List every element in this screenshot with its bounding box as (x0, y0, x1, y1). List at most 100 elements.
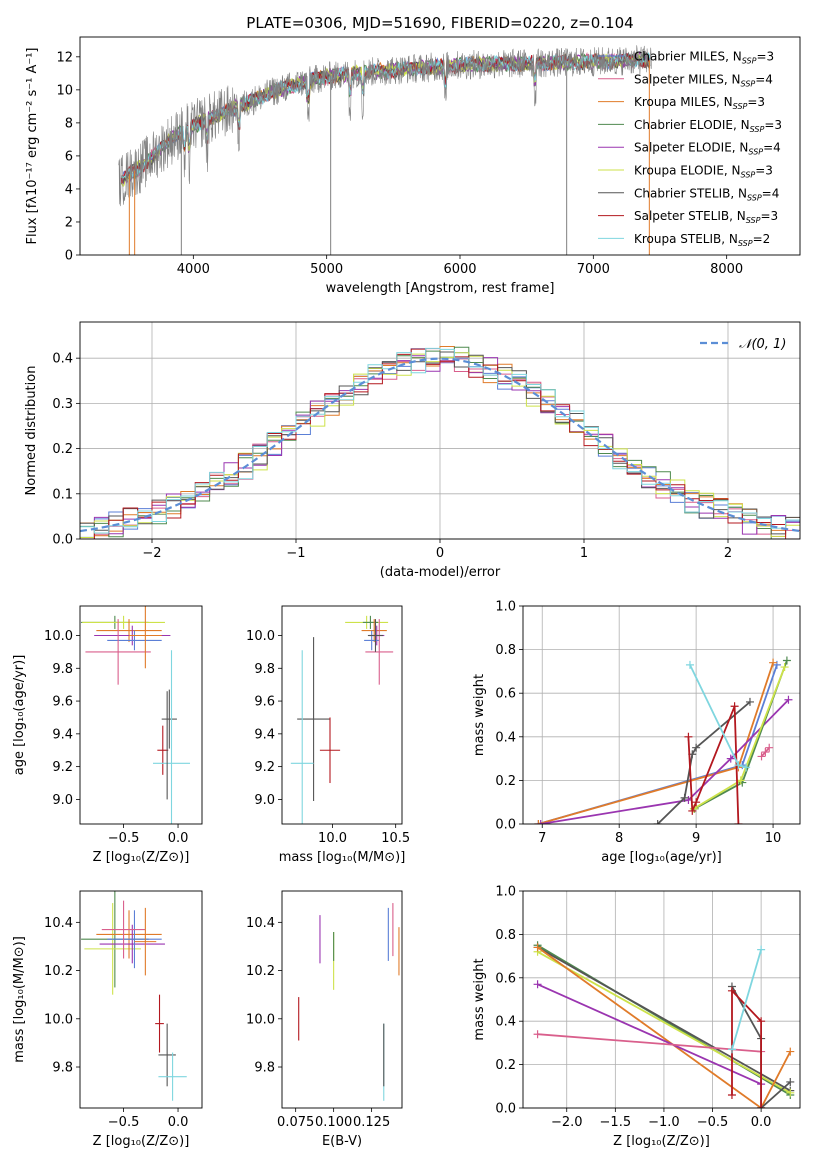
x-tick-label: 0 (436, 546, 444, 561)
y-tick-label: 9.8 (52, 662, 73, 677)
weight-marker (772, 660, 781, 669)
x-tick-label: 7 (538, 831, 546, 846)
chart-mass_vs_Z: −0.5 0.0 9.8 10.0 10.2 10.4 Z [log₁₀(Z/Z⊙)] mas… (12, 890, 203, 1149)
x-tick-label: −1.0 (648, 1115, 680, 1130)
y-tick-label: 9.8 (52, 1061, 73, 1076)
x-axis-label: (data-model)/error (380, 565, 501, 580)
y-tick-label: 0.6 (495, 687, 516, 702)
plot-area (81, 606, 191, 824)
axes-frame (522, 605, 801, 825)
y-axis-label: Flux [fλ10⁻¹⁷ erg cm⁻² s⁻¹ A⁻¹] (25, 48, 40, 245)
y-axis-label: age [log₁₀(age/yr)] (12, 655, 27, 776)
weight-marker (745, 697, 754, 706)
x-tick-label: 0.100 (315, 1115, 352, 1130)
weight-marker (692, 798, 701, 807)
x-axis-label: E(B-V) (322, 1134, 362, 1149)
legend-label: Salpeter STELIB, NSSP=3 (634, 209, 778, 225)
weight-marker (786, 1088, 795, 1097)
chart-age_vs_mass: 10.0 10.5 9.0 9.2 9.4 9.6 9.8 10.0 mass [log₁₀(M… (246, 605, 410, 865)
y-tick-label: 6 (65, 149, 73, 164)
x-tick-label: 1 (580, 546, 588, 561)
axes-frame (281, 890, 403, 1109)
weight-marker (730, 702, 739, 711)
legend-label: Chabrier MILES, NSSP=3 (634, 50, 774, 66)
x-tick-label: 10.5 (381, 831, 410, 846)
y-tick-label: 0.2 (52, 442, 73, 457)
weight-marker (738, 778, 747, 787)
y-tick-label: 9.8 (254, 662, 275, 677)
y-axis-label: mass [log₁₀(M/M⊙)] (12, 936, 27, 1063)
weight-line-kroupa_stelib (731, 949, 762, 1050)
weight-marker (769, 658, 778, 667)
x-tick-label: 9 (692, 831, 700, 846)
x-tick-label: 5000 (310, 262, 343, 277)
chart-weight_vs_Z: −2.0 −1.5 −1.0 −0.5 0.0 0.0 0.2 0.4 0.6 0.8 1.0 Z [… (472, 885, 801, 1149)
spectrum-data (118, 45, 652, 207)
y-tick-label: 9.2 (52, 760, 73, 775)
weight-marker (533, 943, 542, 952)
x-axis-label: Z [log₁₀(Z/Z⊙)] (613, 1134, 710, 1149)
axes-frame (281, 605, 403, 825)
y-tick-label: 9.6 (52, 695, 73, 710)
y-tick-label: 0.4 (495, 730, 516, 745)
weight-marker (727, 986, 736, 995)
x-tick-label: −0.5 (697, 1115, 729, 1130)
weight-line-chabrier_stelib (537, 946, 791, 1092)
weight-marker (734, 820, 743, 824)
x-tick-label: −1 (286, 546, 305, 561)
y-tick-label: 9.2 (254, 760, 275, 775)
y-tick-label: 9.4 (52, 727, 73, 742)
x-tick-label: 0.075 (277, 1115, 314, 1130)
x-tick-label: 8 (615, 831, 623, 846)
plot-area (290, 615, 394, 824)
x-tick-label: −1.5 (600, 1115, 632, 1130)
legend-label: 𝒩(0, 1) (739, 337, 786, 352)
x-axis-label: age [log₁₀(age/yr)] (601, 850, 722, 865)
y-tick-label: 0 (65, 249, 73, 264)
y-tick-label: 8 (65, 116, 73, 131)
x-tick-label: 0.125 (353, 1115, 390, 1130)
y-tick-label: 0.6 (495, 971, 516, 986)
weight-marker (742, 763, 751, 772)
legend-label: Kroupa MILES, NSSP=3 (634, 95, 765, 111)
x-tick-label: 8000 (710, 262, 743, 277)
weight-marker (736, 776, 745, 785)
chart-mass_vs_EBV: 0.075 0.100 0.125 9.8 10.0 10.2 10.4 E(B-V) (246, 890, 403, 1149)
weight-marker (727, 1090, 736, 1099)
weight-marker (786, 1077, 795, 1086)
weight-marker (680, 793, 689, 802)
plot-area (80, 346, 800, 539)
y-axis-label: Normed distribution (24, 366, 39, 496)
axes-frame (79, 321, 801, 540)
y-tick-label: 0.0 (495, 818, 516, 833)
weight-marker (536, 820, 545, 824)
y-tick-label: 10.0 (246, 1012, 275, 1027)
weight-marker (757, 945, 766, 954)
axes-frame (79, 36, 801, 256)
weight-marker (761, 748, 770, 757)
weight-marker (533, 980, 542, 989)
y-tick-label: 0.0 (495, 1102, 516, 1117)
x-tick-label: 0.0 (751, 1115, 772, 1130)
histogram-kroupa_stelib (80, 347, 800, 534)
weight-marker (534, 820, 543, 824)
weight-marker (782, 656, 791, 665)
y-axis-label: mass weight (472, 674, 487, 756)
x-tick-label: 0.0 (168, 831, 189, 846)
y-tick-label: 9.8 (254, 1061, 275, 1076)
chart-residuals: −2 −1 0 1 2 0.0 0.1 0.2 0.3 0.4 (data-model)/error… (24, 321, 801, 580)
weight-marker (688, 806, 697, 815)
x-tick-label: 4000 (177, 262, 210, 277)
normal-curve (80, 357, 800, 533)
histogram-salpeter_stelib (80, 348, 800, 539)
plot-area (298, 903, 400, 1101)
y-tick-label: 1.0 (495, 600, 516, 615)
chart-weight_vs_age: 7 8 9 10 0.0 0.2 0.4 0.6 0.8 1.0 age [log₁₀(age/yr… (472, 600, 801, 865)
y-tick-label: 9.4 (254, 727, 275, 742)
y-tick-label: 9.6 (254, 695, 275, 710)
y-tick-label: 10.4 (44, 916, 73, 931)
weight-marker (757, 752, 766, 761)
y-tick-label: 10.2 (44, 964, 73, 979)
y-tick-label: 10.2 (246, 964, 275, 979)
y-tick-label: 10 (56, 83, 73, 98)
